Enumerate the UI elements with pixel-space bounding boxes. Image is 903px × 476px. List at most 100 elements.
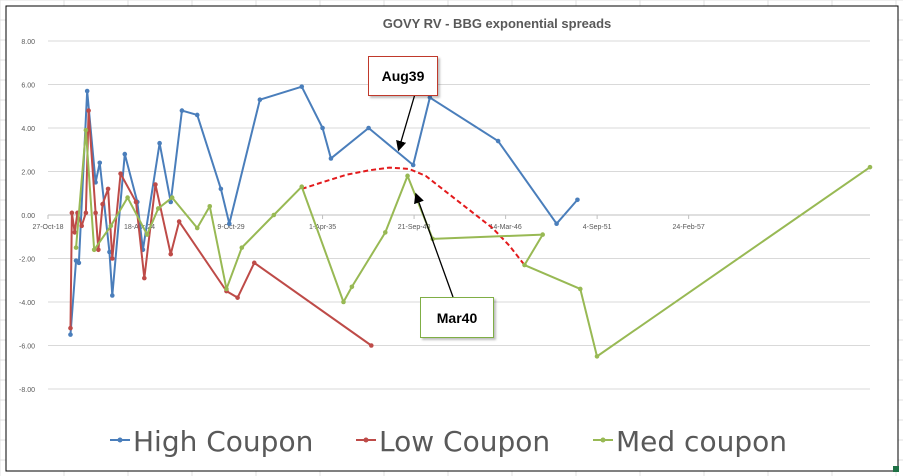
y-axis: 8.00 6.00 4.00 2.00 0.00 -2.00 -4.00 -6.00 -8.00 xyxy=(19,39,35,394)
legend-swatch-marker xyxy=(117,437,123,443)
data-point xyxy=(176,219,182,224)
data-point xyxy=(218,186,224,192)
data-point xyxy=(100,201,105,207)
x-tick-label: 4-Sep-51 xyxy=(583,224,612,231)
legend-entry: Med coupon xyxy=(593,425,787,458)
data-point xyxy=(91,247,97,253)
legend-entry: High Coupon xyxy=(110,425,313,458)
series-med-coupon xyxy=(73,127,873,359)
data-point xyxy=(97,160,103,166)
data-point xyxy=(153,182,158,187)
data-point xyxy=(109,293,115,298)
data-point xyxy=(867,164,873,170)
data-point xyxy=(227,221,232,226)
data-point xyxy=(142,275,147,281)
series-line xyxy=(75,129,871,358)
data-point xyxy=(366,125,371,131)
data-point xyxy=(349,284,355,290)
x-tick-label: 24-Feb-57 xyxy=(673,224,705,231)
data-point xyxy=(107,249,112,255)
data-point xyxy=(194,112,200,118)
data-point xyxy=(328,156,334,161)
y-tick-label: 2.00 xyxy=(21,170,35,177)
data-point xyxy=(72,230,77,235)
data-point xyxy=(540,232,545,237)
data-point xyxy=(86,108,91,113)
y-tick-label: -2.00 xyxy=(19,257,35,264)
data-point xyxy=(84,88,90,94)
data-point xyxy=(93,210,98,216)
data-point xyxy=(320,125,325,131)
y-tick-label: -6.00 xyxy=(19,344,35,351)
legend-label: Med coupon xyxy=(616,425,787,458)
y-tick-label: 6.00 xyxy=(21,83,35,90)
dashed-curve-line xyxy=(301,166,526,266)
callout-aug39-label: Aug39 xyxy=(381,68,425,84)
callout-mar40: Mar40 xyxy=(420,297,494,338)
data-point xyxy=(427,95,433,100)
data-point xyxy=(109,256,115,261)
data-point xyxy=(144,232,150,237)
data-point xyxy=(207,204,213,209)
y-tick-label: -4.00 xyxy=(19,300,35,307)
data-point xyxy=(69,210,75,216)
data-point xyxy=(271,212,277,218)
data-point xyxy=(76,260,82,266)
legend-swatch-marker xyxy=(363,437,369,443)
data-point xyxy=(299,184,305,190)
data-point xyxy=(179,108,185,113)
data-point xyxy=(577,286,583,292)
data-point xyxy=(251,260,257,266)
callout-mar40-label: Mar40 xyxy=(436,309,478,326)
data-point xyxy=(235,295,240,300)
annotation-arrows xyxy=(396,93,454,298)
data-point xyxy=(257,97,263,103)
x-tick-label: 14-Mar-46 xyxy=(489,224,521,231)
data-point xyxy=(405,173,410,179)
data-point xyxy=(168,251,174,257)
data-point xyxy=(79,223,84,229)
resize-handle[interactable] xyxy=(893,466,899,472)
legend: High Coupon Low Coupon Med coupon xyxy=(110,425,787,458)
data-point xyxy=(105,186,111,192)
data-point xyxy=(410,162,416,168)
data-point xyxy=(83,210,89,216)
data-point xyxy=(341,299,346,305)
callout-aug39: Aug39 xyxy=(368,56,438,96)
arrow-aug39 xyxy=(396,93,416,152)
legend-swatch-marker xyxy=(600,437,606,443)
data-point xyxy=(125,195,130,200)
data-point xyxy=(68,332,73,337)
data-point xyxy=(169,195,175,200)
series-layer xyxy=(68,84,873,359)
data-point xyxy=(554,221,559,226)
x-tick-label: 9-Oct-29 xyxy=(217,224,244,231)
y-tick-label: 8.00 xyxy=(21,39,35,46)
data-point xyxy=(594,354,600,359)
data-point xyxy=(383,230,388,235)
chart-title: GOVY RV - BBG exponential spreads xyxy=(383,16,612,31)
legend-entry: Low Coupon xyxy=(356,425,550,458)
dashed-forecast-curve xyxy=(301,166,526,266)
data-point xyxy=(575,197,580,203)
data-point xyxy=(239,245,245,250)
data-point xyxy=(83,127,89,133)
legend-label: Low Coupon xyxy=(379,425,550,458)
data-point xyxy=(68,325,73,331)
y-tick-label: -8.00 xyxy=(19,387,35,394)
legend-label: High Coupon xyxy=(133,425,313,458)
data-point xyxy=(157,140,162,146)
y-tick-label: 4.00 xyxy=(21,126,35,133)
x-tick-label: 27-Oct-18 xyxy=(32,224,63,231)
data-point xyxy=(299,84,305,89)
arrow-mar40 xyxy=(414,192,454,298)
data-point xyxy=(522,262,527,268)
x-tick-label: 21-Sep-40 xyxy=(398,224,431,231)
x-tick-label: 1-Apr-35 xyxy=(309,224,336,231)
y-tick-label: 0.00 xyxy=(21,213,35,220)
data-point xyxy=(368,343,374,348)
data-point xyxy=(495,138,501,144)
data-point xyxy=(118,171,123,176)
data-point xyxy=(194,225,200,231)
